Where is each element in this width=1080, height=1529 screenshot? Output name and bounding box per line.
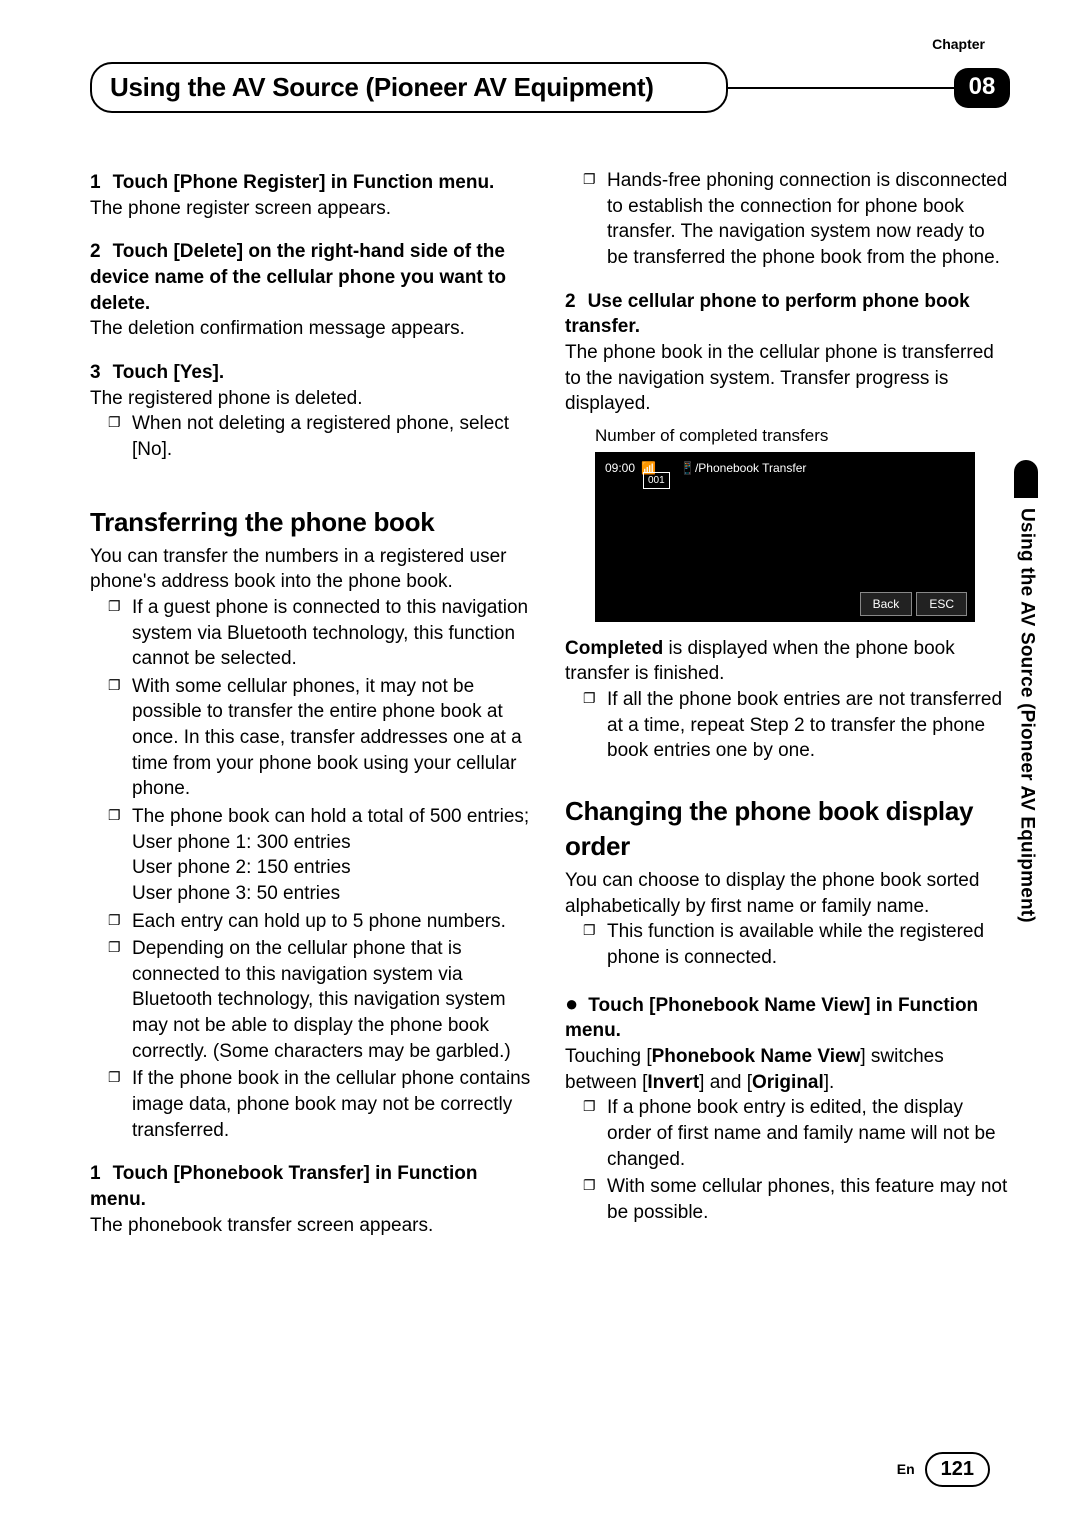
phone-icon: 📱 — [680, 461, 695, 475]
t: ] and [ — [699, 1072, 752, 1093]
list-item: Each entry can hold up to 5 phone number… — [112, 909, 535, 935]
t-bold: Invert — [647, 1072, 699, 1093]
step-number: 1 — [90, 1163, 101, 1184]
shot-title-text: /Phonebook Transfer — [695, 461, 806, 475]
title-divider — [726, 87, 956, 89]
step-title: Touch [Yes]. — [113, 362, 225, 383]
t: ]. — [824, 1072, 835, 1093]
list-item: When not deleting a registered phone, se… — [112, 411, 535, 462]
changing-heading: Changing the phone book display order — [565, 794, 1010, 864]
footer-lang: En — [897, 1460, 915, 1479]
side-tab: Using the AV Source (Pioneer AV Equipmen… — [1014, 460, 1038, 1020]
list-item: This function is available while the reg… — [587, 919, 1010, 970]
sub-line: User phone 1: 300 entries — [132, 830, 535, 856]
step-1-head: 1 Touch [Phone Register] in Function menu… — [90, 170, 535, 196]
page-title: Using the AV Source (Pioneer AV Equipmen… — [90, 62, 728, 113]
step-3-head: 3 Touch [Yes]. — [90, 360, 535, 386]
step-2-body: The deletion confirmation message appear… — [90, 316, 535, 342]
transfer-screenshot: 09:00 📶 📱/Phonebook Transfer 001 Back ES… — [595, 452, 975, 622]
r-step2-body: The phone book in the cellular phone is … — [565, 340, 1010, 417]
sub-line: User phone 3: 50 entries — [132, 881, 535, 907]
step-3-body: The registered phone is deleted. — [90, 386, 535, 412]
transfer-heading: Transferring the phone book — [90, 505, 535, 540]
transfer-bullets: If a guest phone is connected to this na… — [90, 595, 535, 1143]
dot-step-title: Touch [Phonebook Name View] in Function … — [565, 995, 978, 1042]
changing-bullets: This function is available while the reg… — [565, 919, 1010, 970]
r-step2-head: 2Use cellular phone to perform phone boo… — [565, 289, 1010, 340]
bullet-dot-icon: ● — [565, 991, 578, 1016]
list-item: If a guest phone is connected to this na… — [112, 595, 535, 672]
t-bold: Phonebook Name View — [652, 1046, 861, 1067]
dot-step-body: Touching [Phonebook Name View] switches … — [565, 1044, 1010, 1095]
step-title: Touch [Delete] on the right-hand side of… — [90, 241, 506, 313]
step-3-notes: When not deleting a registered phone, se… — [90, 411, 535, 462]
top-bullet: Hands-free phoning connection is disconn… — [565, 168, 1010, 271]
step-2-head: 2Touch [Delete] on the right-hand side o… — [90, 239, 535, 316]
shot-time: 09:00 — [605, 460, 635, 476]
step-number: 3 — [90, 362, 101, 383]
chapter-badge: 08 — [954, 68, 1010, 108]
back-button[interactable]: Back — [860, 592, 913, 616]
list-item: Hands-free phoning connection is disconn… — [587, 168, 1010, 271]
side-tab-marker — [1014, 460, 1038, 498]
completed-bullets: If all the phone book entries are not tr… — [565, 687, 1010, 764]
list-item: With some cellular phones, it may not be… — [112, 674, 535, 802]
list-item: If a phone book entry is edited, the dis… — [587, 1095, 1010, 1172]
final-bullets: If a phone book entry is edited, the dis… — [565, 1095, 1010, 1225]
chapter-label: Chapter — [932, 35, 985, 54]
list-item: The phone book can hold a total of 500 e… — [112, 804, 535, 907]
step-number: 2 — [90, 241, 101, 262]
footer-page: 121 — [925, 1452, 990, 1487]
bullet-text: The phone book can hold a total of 500 e… — [132, 806, 529, 827]
screenshot-caption: Number of completed transfers — [595, 425, 1010, 448]
sub-line: User phone 2: 150 entries — [132, 855, 535, 881]
step-title: Touch [Phone Register] in Function menu. — [113, 172, 495, 193]
shot-counter: 001 — [643, 472, 670, 490]
step-1-body: The phone register screen appears. — [90, 196, 535, 222]
note-text: When not deleting a registered phone, se… — [132, 413, 509, 460]
list-item: If all the phone book entries are not tr… — [587, 687, 1010, 764]
transfer-intro: You can transfer the numbers in a regist… — [90, 544, 535, 595]
title-row: Using the AV Source (Pioneer AV Equipmen… — [90, 62, 1010, 113]
left-column: 1 Touch [Phone Register] in Function menu… — [90, 168, 535, 1238]
step-number: 1 — [90, 172, 101, 193]
side-tab-text: Using the AV Source (Pioneer AV Equipmen… — [1014, 498, 1040, 923]
step-title: Use cellular phone to perform phone book… — [565, 291, 970, 338]
completed-word: Completed — [565, 638, 663, 659]
step-1b-head: 1Touch [Phonebook Transfer] in Function … — [90, 1161, 535, 1212]
t-bold: Original — [752, 1072, 824, 1093]
list-item: With some cellular phones, this feature … — [587, 1174, 1010, 1225]
list-item: If the phone book in the cellular phone … — [112, 1066, 535, 1143]
list-item: Depending on the cellular phone that is … — [112, 936, 535, 1064]
changing-intro: You can choose to display the phone book… — [565, 868, 1010, 919]
step-1b-body: The phonebook transfer screen appears. — [90, 1213, 535, 1239]
t: Touching [ — [565, 1046, 652, 1067]
right-column: Hands-free phoning connection is disconn… — [565, 168, 1010, 1238]
step-number: 2 — [565, 291, 576, 312]
dot-step-head: ●Touch [Phonebook Name View] in Function… — [565, 989, 1010, 1044]
esc-button[interactable]: ESC — [916, 592, 967, 616]
footer: En 121 — [897, 1452, 990, 1487]
step-title: Touch [Phonebook Transfer] in Function m… — [90, 1163, 477, 1210]
completed-line: Completed is displayed when the phone bo… — [565, 636, 1010, 687]
